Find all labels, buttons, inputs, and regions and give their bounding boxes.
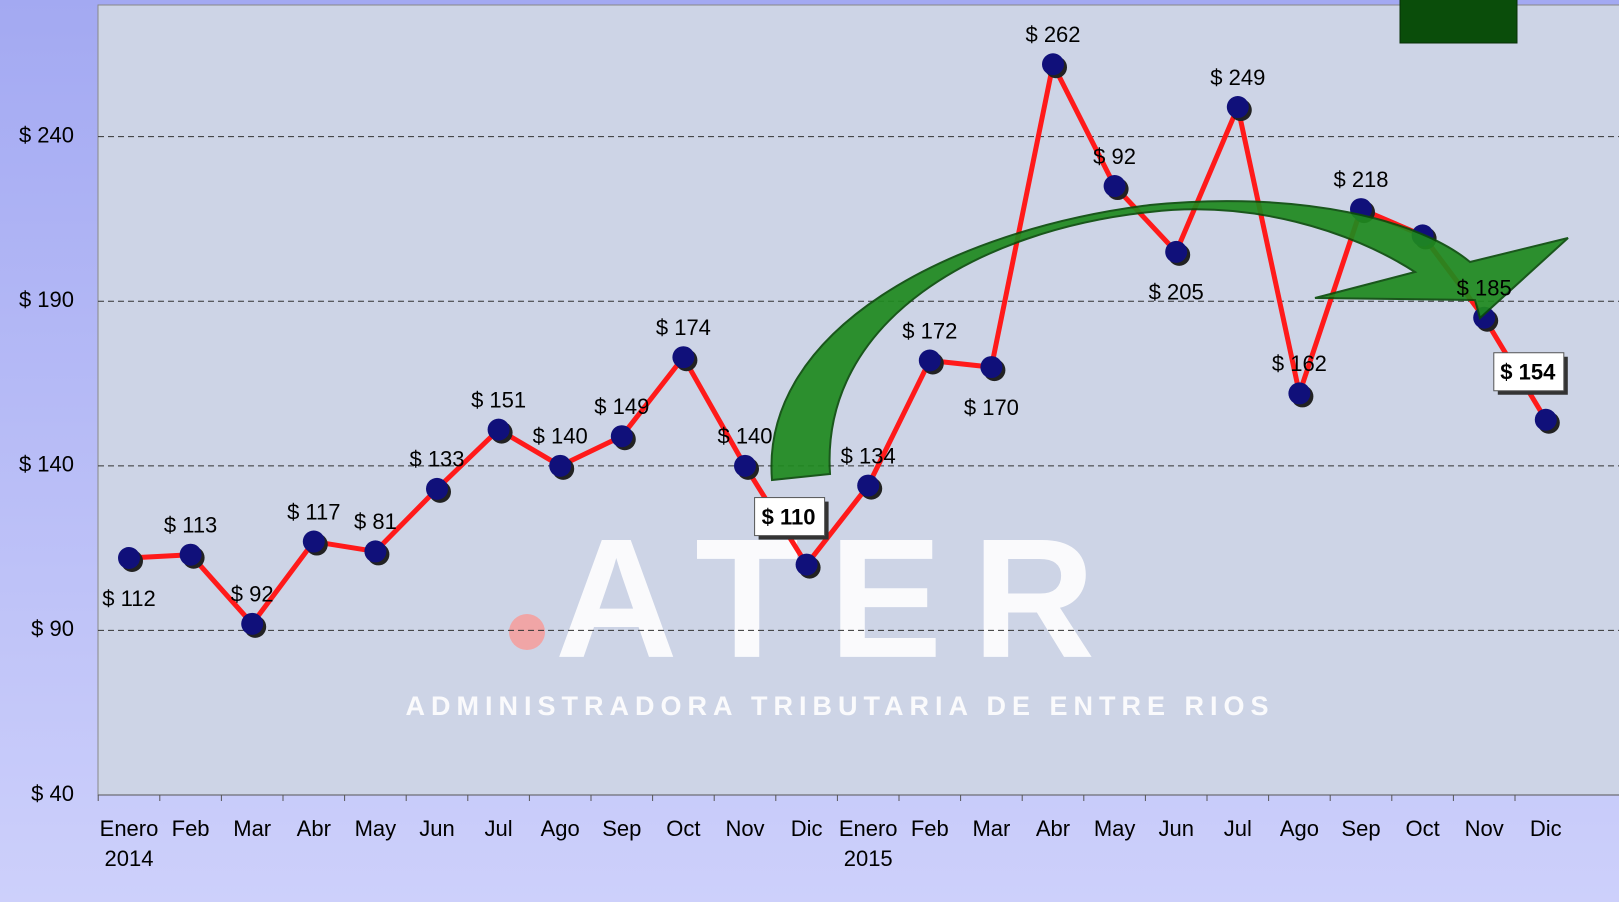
- x-year-label: 2014: [105, 846, 154, 871]
- point: [1042, 53, 1064, 76]
- x-tick-label: Enero: [839, 816, 898, 841]
- point: [857, 474, 880, 497]
- data-label: $ 133: [409, 447, 464, 472]
- labels: $ 112$ 113$ 92$ 117 $ 81$ 133$ 151$ 140$ …: [102, 22, 1568, 611]
- x-tick-label: Dic: [1530, 816, 1562, 841]
- y-tick-label: $ 190: [19, 287, 74, 312]
- point: [795, 553, 818, 576]
- point: [302, 530, 325, 553]
- data-label: $ 218: [1333, 167, 1388, 192]
- label-box: [754, 497, 826, 537]
- x-year-label: 2015: [844, 846, 893, 871]
- point: [1165, 240, 1188, 263]
- point: [179, 543, 202, 566]
- point: [672, 346, 695, 369]
- data-label: $ 151: [471, 387, 526, 412]
- x-tick-label: Sep: [1341, 816, 1380, 841]
- x-tick-label: Sep: [602, 816, 641, 841]
- data-label: $ 170: [964, 395, 1019, 420]
- x-tick-label: Ago: [1280, 816, 1319, 841]
- data-label: $ 140: [533, 424, 588, 449]
- watermark-dot: [509, 614, 545, 650]
- corner-box: [1399, 0, 1518, 44]
- point: [1103, 175, 1126, 198]
- grid: $ 40 $ 90 $ 140 $ 190 $ 240 Enero 2014 Feb Mar Ab…: [19, 122, 1619, 871]
- data-label: $ 117: [287, 499, 340, 524]
- watermark-subtitle: ADMINISTRADORA TRIBUTARIA DE ENTRE RIOS: [406, 691, 1275, 721]
- point: [426, 477, 448, 500]
- data-label: $ 162: [1272, 351, 1327, 376]
- x-tick-label: Abr: [1036, 816, 1070, 841]
- point: [918, 349, 941, 372]
- point: [241, 612, 264, 635]
- point: [610, 425, 633, 448]
- point: [364, 540, 387, 563]
- data-label: $ 92: [1093, 144, 1136, 169]
- watermark-logo: ATER: [555, 504, 1125, 694]
- point: [1226, 96, 1249, 119]
- point: [734, 454, 756, 477]
- x-tick-label: Jul: [1224, 816, 1252, 841]
- x-tick-label: Nov: [725, 816, 764, 841]
- data-label: $ 154: [1500, 360, 1556, 385]
- x-tick-label: Mar: [972, 816, 1010, 841]
- data-label: $ 113: [164, 513, 217, 538]
- point: [1288, 382, 1311, 405]
- x-tick-label: Nov: [1465, 816, 1504, 841]
- data-label: $ 140: [717, 424, 772, 449]
- x-tick-label: May: [1094, 816, 1136, 841]
- x-tick-label: Oct: [1405, 816, 1439, 841]
- point: [1534, 408, 1557, 431]
- x-tick-label: Jun: [419, 816, 454, 841]
- y-tick-label: $ 140: [19, 452, 74, 477]
- x-tick-label: Feb: [172, 816, 210, 841]
- x-tick-label: Feb: [911, 816, 949, 841]
- data-label: $ 249: [1210, 65, 1265, 90]
- watermark: ATER ADMINISTRADORA TRIBUTARIA DE ENTRE …: [406, 504, 1275, 721]
- data-label: $ 149: [594, 394, 649, 419]
- data-label: $ 112: [102, 586, 155, 611]
- data-label: $ 185: [1457, 276, 1512, 301]
- x-tick-label: Enero: [100, 816, 159, 841]
- marks: [118, 53, 1560, 638]
- y-tick-label: $ 90: [31, 616, 74, 641]
- data-label: $ 262: [1025, 22, 1080, 47]
- x-tick-label: Oct: [666, 816, 700, 841]
- x-tick-label: Ago: [541, 816, 580, 841]
- data-label: $ 110: [762, 504, 816, 529]
- x-tick-label: May: [355, 816, 397, 841]
- x-tick-label: Mar: [233, 816, 271, 841]
- y-tick-label: $ 240: [19, 122, 74, 147]
- x-tick-label: Dic: [791, 816, 823, 841]
- data-label: $ 134: [841, 443, 896, 468]
- trend-arrow: [770, 200, 1569, 482]
- point: [980, 356, 1003, 379]
- point: [487, 418, 510, 441]
- point: [549, 454, 572, 477]
- data-label: $ 92: [231, 582, 274, 607]
- data-label: $ 205: [1149, 280, 1204, 305]
- data-label: $ 81: [354, 509, 397, 534]
- x-tick-label: Jul: [485, 816, 513, 841]
- data-label: $ 172: [902, 318, 957, 343]
- data-label: $ 174: [656, 315, 711, 340]
- y-tick-label: $ 40: [31, 781, 74, 806]
- x-tick-label: Jun: [1158, 816, 1193, 841]
- label-box: [1493, 352, 1565, 392]
- x-tick-label: Abr: [297, 816, 331, 841]
- point: [118, 547, 140, 569]
